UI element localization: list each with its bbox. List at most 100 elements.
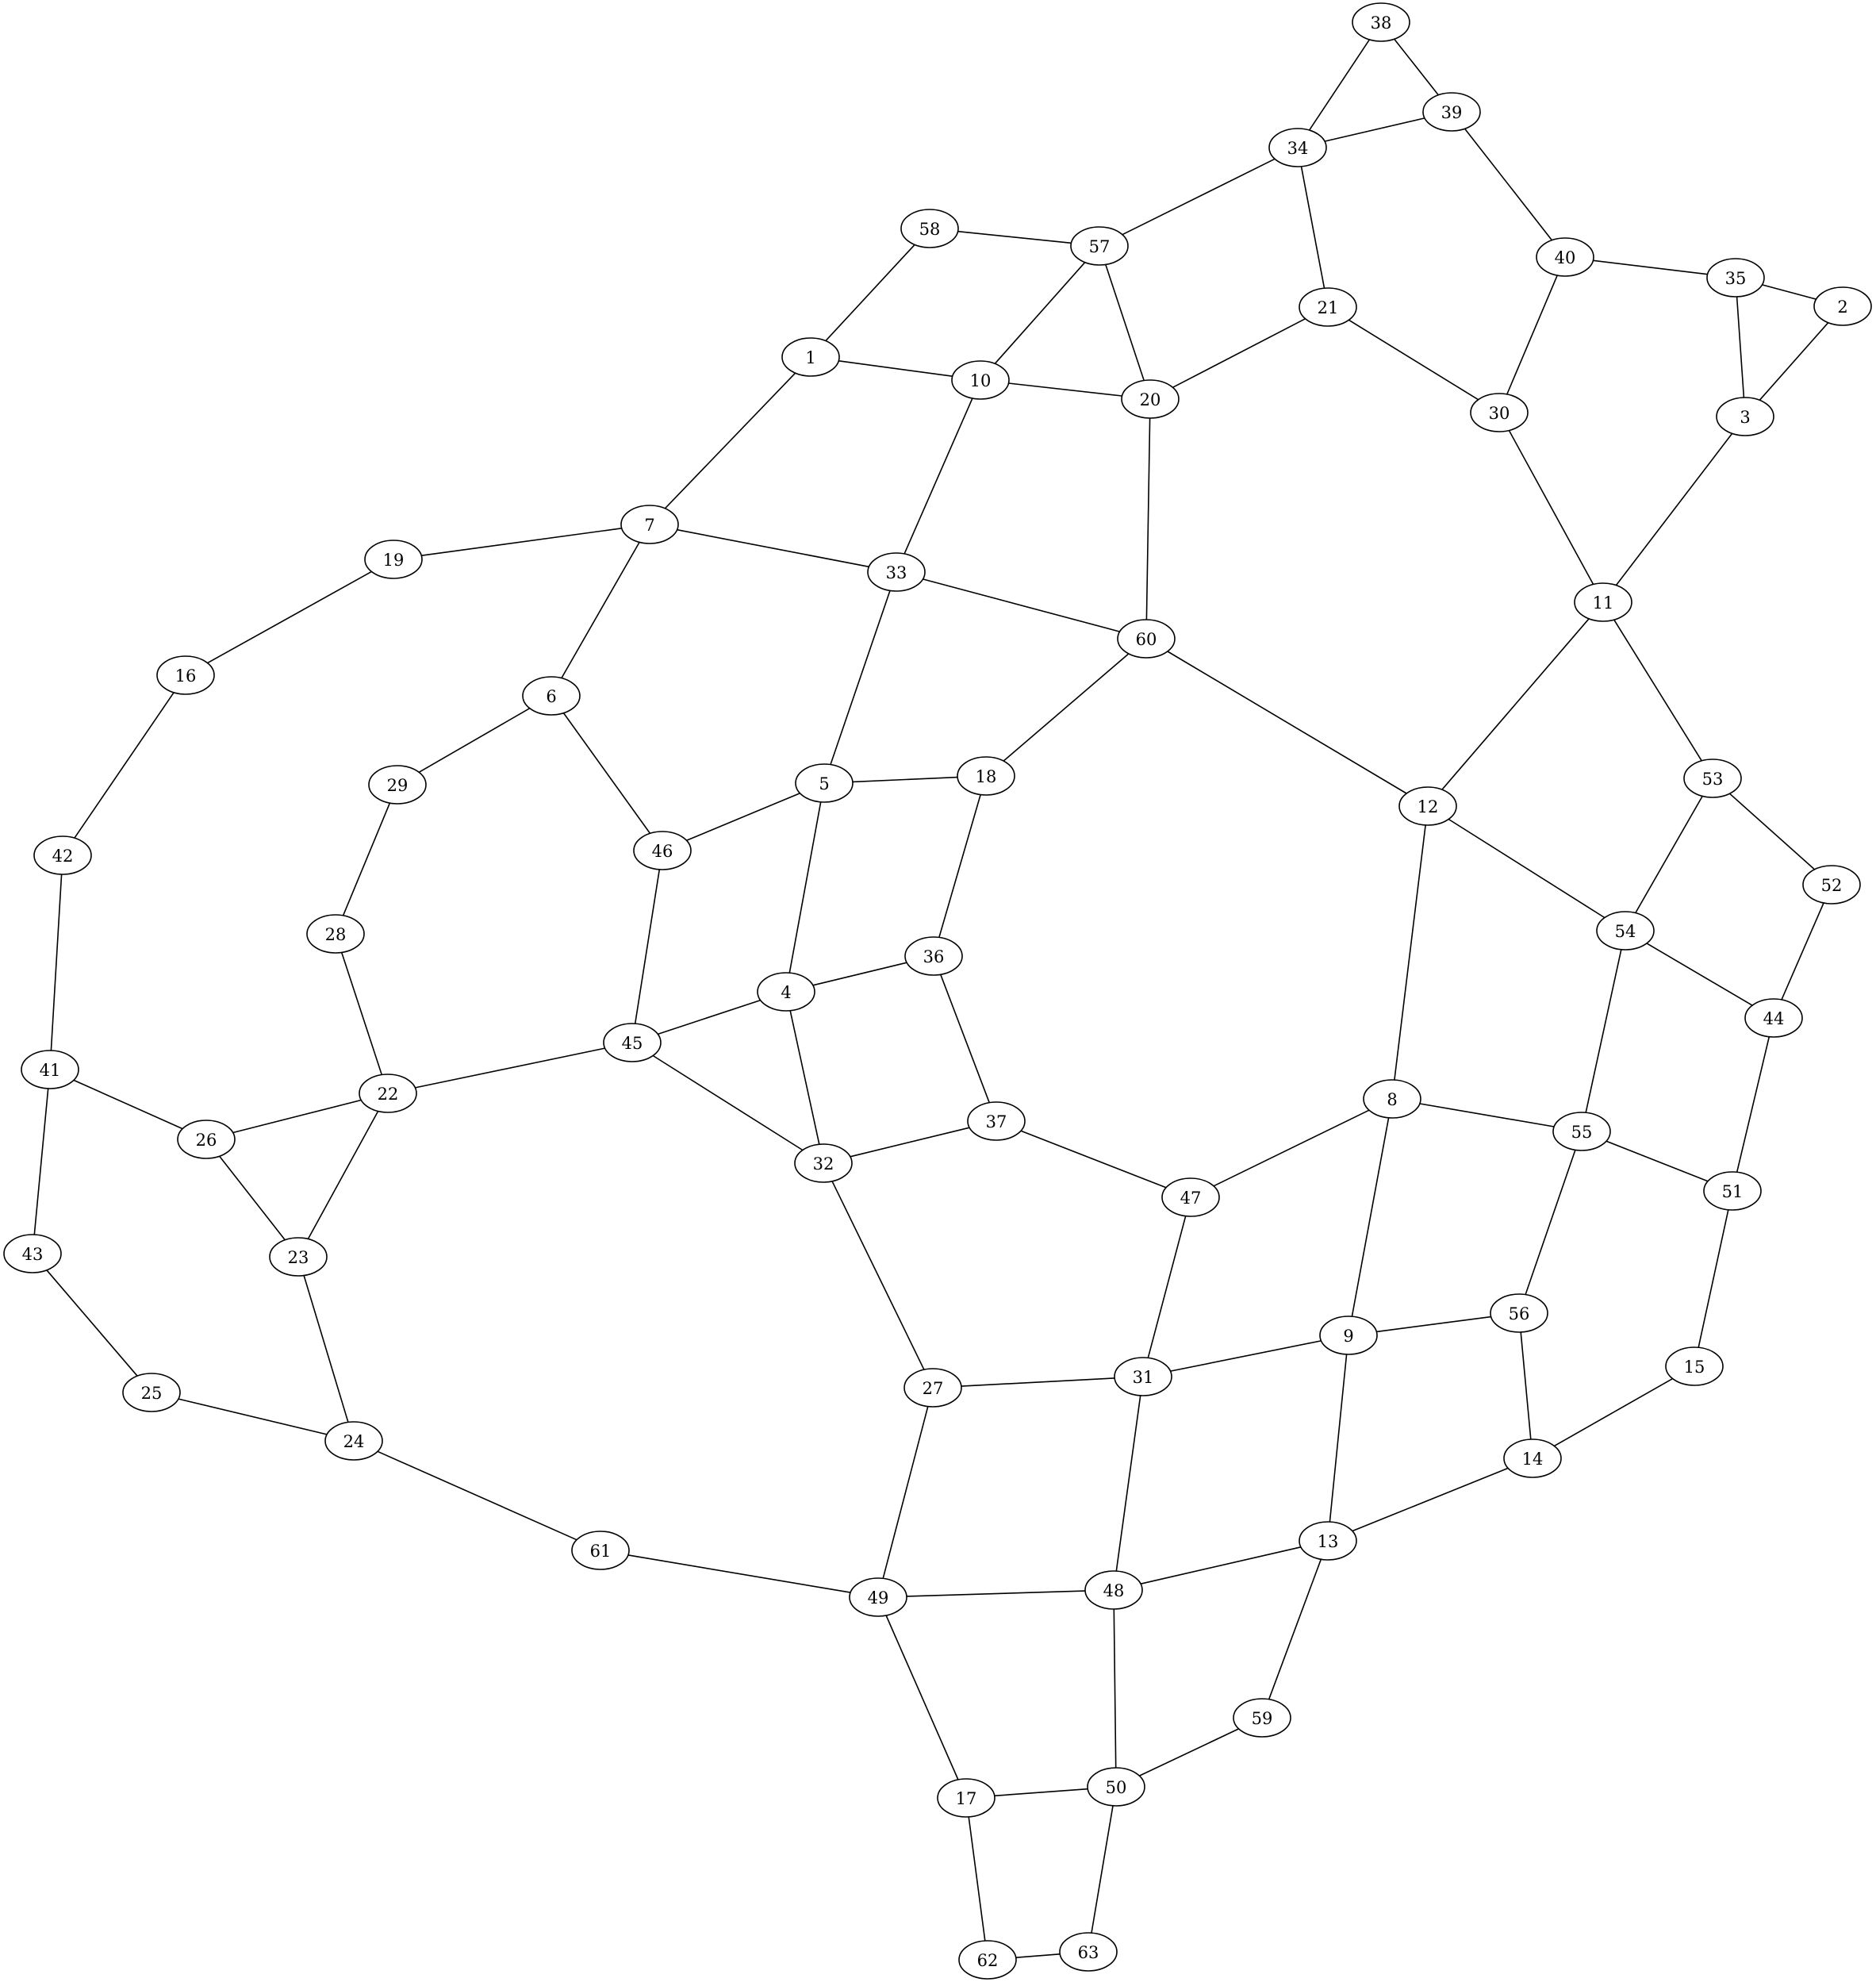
- edge-22-26: [232, 1099, 362, 1134]
- node-ellipse: [1059, 1932, 1118, 1972]
- edge-40-35: [1593, 259, 1708, 275]
- edge-8-9: [1351, 1117, 1390, 1317]
- edge-7-19: [421, 528, 622, 556]
- node-ellipse: [781, 337, 840, 377]
- node-ellipse: [1490, 1293, 1548, 1333]
- node-label: 24: [343, 1432, 365, 1451]
- node-label: 9: [1343, 1327, 1353, 1346]
- nodes-layer: 1234567891011121314151617181920212223242…: [3, 2, 1872, 1980]
- node-27: 27: [903, 1368, 962, 1408]
- edge-9-31: [1170, 1340, 1322, 1372]
- node-17: 17: [937, 1778, 996, 1818]
- edge-36-37: [940, 974, 990, 1103]
- node-label: 52: [1821, 876, 1843, 895]
- node-46: 46: [633, 831, 692, 870]
- edge-25-24: [178, 1398, 328, 1435]
- edge-30-11: [1508, 430, 1594, 585]
- node-ellipse: [1117, 619, 1176, 659]
- node-label: 29: [387, 776, 409, 795]
- node-label: 53: [1702, 770, 1724, 789]
- edge-4-45: [658, 999, 761, 1035]
- node-ellipse: [937, 1778, 996, 1818]
- node-label: 1: [805, 348, 815, 367]
- node-label: 13: [1318, 1532, 1339, 1551]
- node-label: 49: [868, 1588, 889, 1607]
- edge-28-22: [340, 952, 383, 1075]
- edge-58-1: [825, 244, 915, 342]
- edge-49-48: [906, 1590, 1086, 1597]
- edge-16-42: [74, 692, 175, 839]
- edge-50-17: [994, 1788, 1088, 1797]
- node-label: 42: [52, 847, 74, 866]
- node-41: 41: [21, 1050, 79, 1089]
- node-ellipse: [1422, 92, 1481, 132]
- node-label: 39: [1441, 103, 1463, 122]
- node-ellipse: [1084, 1570, 1143, 1610]
- edge-11-12: [1441, 618, 1590, 790]
- edge-7-6: [561, 542, 640, 678]
- edge-9-56: [1376, 1316, 1491, 1333]
- node-label: 36: [923, 947, 945, 966]
- edge-58-57: [957, 230, 1072, 244]
- node-57: 57: [1070, 226, 1129, 266]
- node-label: 6: [546, 687, 556, 706]
- edge-43-25: [46, 1269, 138, 1377]
- node-ellipse: [364, 540, 423, 579]
- node-label: 37: [986, 1112, 1007, 1131]
- edge-37-47: [1020, 1130, 1167, 1189]
- node-ellipse: [1398, 786, 1457, 826]
- node-ellipse: [1716, 397, 1774, 436]
- edge-41-43: [33, 1088, 49, 1235]
- node-14: 14: [1503, 1438, 1562, 1478]
- node-label: 63: [1078, 1943, 1099, 1962]
- node-ellipse: [33, 835, 92, 875]
- edge-44-51: [1736, 1036, 1770, 1173]
- node-ellipse: [1665, 1346, 1724, 1386]
- node-ellipse: [3, 1234, 62, 1273]
- node-label: 40: [1555, 248, 1576, 267]
- node-40: 40: [1536, 237, 1594, 277]
- edge-45-32: [652, 1054, 804, 1151]
- node-ellipse: [794, 1143, 853, 1183]
- node-label: 4: [781, 983, 791, 1002]
- node-ellipse: [1161, 1177, 1220, 1217]
- node-16: 16: [156, 655, 215, 695]
- node-47: 47: [1161, 1177, 1220, 1217]
- node-label: 51: [1722, 1182, 1744, 1201]
- edge-46-45: [634, 869, 661, 1024]
- edge-9-13: [1329, 1354, 1348, 1523]
- edge-27-49: [882, 1406, 929, 1579]
- edge-57-10: [994, 262, 1086, 364]
- node-label: 27: [923, 1379, 944, 1398]
- node-ellipse: [21, 1050, 79, 1089]
- edge-38-39: [1394, 38, 1439, 96]
- node-19: 19: [364, 540, 423, 579]
- node-45: 45: [603, 1023, 662, 1062]
- edge-61-49: [627, 1554, 851, 1593]
- node-18: 18: [957, 756, 1015, 796]
- node-26: 26: [177, 1120, 236, 1159]
- edge-34-21: [1300, 166, 1325, 289]
- node-43: 43: [3, 1234, 62, 1273]
- node-label: 58: [919, 220, 941, 239]
- edge-18-36: [938, 794, 981, 938]
- node-ellipse: [633, 831, 692, 870]
- edge-33-5: [830, 590, 891, 765]
- node-ellipse: [269, 1237, 328, 1277]
- node-label: 14: [1522, 1450, 1544, 1469]
- node-ellipse: [1352, 2, 1410, 42]
- node-ellipse: [1813, 286, 1872, 326]
- node-ellipse: [1503, 1438, 1562, 1478]
- edge-8-55: [1419, 1103, 1555, 1127]
- node-ellipse: [1114, 1357, 1172, 1396]
- node-ellipse: [359, 1074, 417, 1113]
- node-label: 28: [325, 925, 347, 944]
- node-42: 42: [33, 835, 92, 875]
- node-label: 35: [1725, 269, 1747, 288]
- node-label: 32: [813, 1154, 834, 1173]
- node-60: 60: [1117, 619, 1176, 659]
- edge-47-31: [1147, 1216, 1187, 1358]
- node-label: 2: [1837, 298, 1847, 317]
- node-22: 22: [359, 1074, 417, 1113]
- node-ellipse: [1319, 1316, 1378, 1355]
